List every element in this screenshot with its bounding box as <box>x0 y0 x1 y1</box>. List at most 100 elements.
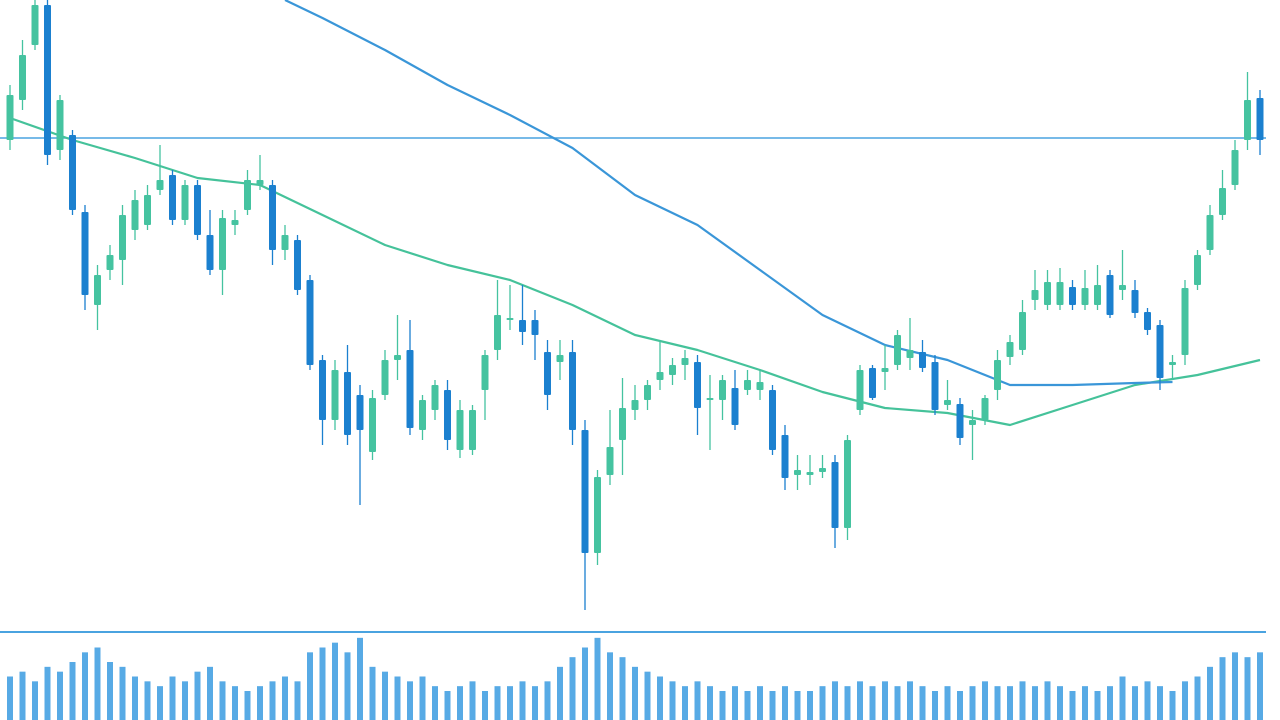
volume-bar <box>432 686 438 720</box>
candle-body <box>919 352 926 368</box>
candle-body <box>681 358 689 365</box>
volume-bar <box>207 666 213 720</box>
volume-bar <box>757 686 763 720</box>
volume-bar <box>19 671 26 720</box>
volume-bar <box>594 637 601 720</box>
candle-body <box>694 362 701 408</box>
candle-body <box>931 362 939 410</box>
candle-body <box>644 385 651 400</box>
candle-body <box>494 315 501 350</box>
candle-body <box>1119 285 1126 290</box>
volume-bar <box>582 647 588 720</box>
candle-body <box>381 360 389 395</box>
candle-body <box>1181 288 1189 355</box>
candle-body <box>231 220 239 225</box>
volume-bar <box>444 691 451 720</box>
volume-bar <box>869 686 876 720</box>
candle-body <box>781 435 789 478</box>
candle-body <box>531 320 539 335</box>
candle-body <box>794 470 801 475</box>
volume-bar <box>632 666 638 720</box>
volume-bar <box>1032 686 1038 720</box>
volume-bar <box>832 681 838 720</box>
candle-body <box>1044 282 1051 305</box>
volume-bar <box>1157 686 1163 720</box>
candle-body <box>281 235 289 250</box>
candle-body <box>481 355 489 390</box>
candle-body <box>631 400 639 410</box>
volume-bar <box>719 691 726 720</box>
volume-bar <box>407 681 413 720</box>
candle-body <box>106 255 114 270</box>
volume-bar <box>1182 681 1188 720</box>
candle-body <box>719 380 726 400</box>
volume-bar <box>107 662 113 720</box>
candle-body <box>356 395 364 430</box>
candle-body <box>406 350 414 428</box>
candle-body <box>731 388 739 425</box>
candle-body <box>1256 98 1264 140</box>
candle-body <box>806 472 814 475</box>
candle-body <box>556 355 564 362</box>
volume-bar <box>419 676 426 720</box>
candle-body <box>1244 100 1251 140</box>
volume-bar <box>769 691 776 720</box>
volume-bar <box>319 647 326 720</box>
candle-body <box>706 398 714 400</box>
candle-body <box>769 390 776 450</box>
volume-bar <box>469 681 476 720</box>
candle-body <box>1094 285 1101 305</box>
volume-bar <box>44 666 51 720</box>
volume-bar <box>132 676 138 720</box>
volume-bar <box>457 686 463 720</box>
candle-body <box>856 370 864 410</box>
candle-body <box>881 368 889 372</box>
candle-body <box>669 365 676 375</box>
candle-body <box>306 280 314 365</box>
volume-bar <box>394 676 401 720</box>
volume-bar <box>219 681 226 720</box>
moving-average-line <box>9 116 1261 427</box>
volume-bar <box>982 681 988 720</box>
volume-bar <box>569 657 576 720</box>
volume-bar <box>1244 657 1251 720</box>
candle-body <box>1031 290 1039 300</box>
volume-bar <box>1082 686 1088 720</box>
candle-body <box>1194 255 1201 285</box>
volume-bar <box>857 681 863 720</box>
volume-bar <box>507 686 513 720</box>
candle-body <box>744 380 751 390</box>
volume-bar <box>232 686 238 720</box>
volume-bar <box>694 681 701 720</box>
volume-bar <box>269 681 276 720</box>
candle-body <box>969 420 976 425</box>
candle-body <box>369 398 376 452</box>
volume-bar <box>32 681 38 720</box>
candle-body <box>331 370 339 420</box>
candle-body <box>419 400 426 430</box>
volume-bar <box>819 686 826 720</box>
candle-body <box>1206 215 1214 250</box>
candle-body <box>1081 288 1089 305</box>
candle-body <box>894 335 901 365</box>
volume-bar <box>1257 652 1263 720</box>
volume-bar <box>1107 686 1113 720</box>
volume-bar <box>1169 691 1176 720</box>
candle-body <box>981 398 989 420</box>
volume-bar <box>1207 666 1213 720</box>
volume-bar <box>969 686 976 720</box>
volume-bar <box>532 686 538 720</box>
candle-body <box>256 180 264 185</box>
candle-body <box>1019 312 1026 350</box>
volume-bar <box>732 686 738 720</box>
candle-body <box>6 95 14 140</box>
candle-body <box>506 318 514 320</box>
volume-bar <box>644 671 651 720</box>
volume-bar <box>357 637 363 720</box>
candle-body <box>244 180 251 210</box>
candle-body <box>181 185 189 220</box>
candle-body <box>831 462 839 528</box>
volume-bar <box>1132 686 1138 720</box>
